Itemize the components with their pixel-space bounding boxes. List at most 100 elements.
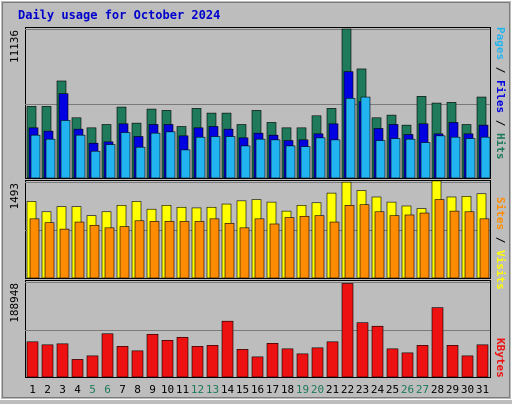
bar-kbytes-day-29 <box>446 345 459 378</box>
bar-sites-day-18 <box>284 217 295 279</box>
x-tick-label: 17 <box>266 383 279 396</box>
x-tick-label: 9 <box>149 383 156 396</box>
y-max-label: 188948 <box>8 283 21 323</box>
bar-pages-day-10 <box>165 131 176 179</box>
bar-pages-day-22 <box>345 98 356 179</box>
x-tick-label: 23 <box>356 383 369 396</box>
x-tick-label: 14 <box>221 383 235 396</box>
chart-legends: Pages / Files / Hits Sites / Visits KBytes <box>494 27 507 378</box>
bar-kbytes-day-24 <box>371 325 384 378</box>
x-tick-label: 13 <box>206 383 219 396</box>
bar-pages-day-30 <box>465 138 476 179</box>
bar-sites-day-13 <box>209 218 220 279</box>
bar-pages-day-21 <box>330 139 341 179</box>
bar-kbytes-day-14 <box>221 320 234 378</box>
bar-kbytes-day-30 <box>461 355 474 378</box>
bar-sites-day-22 <box>344 205 355 279</box>
bar-sites-day-29 <box>449 210 460 279</box>
bar-pages-day-7 <box>120 132 131 179</box>
bar-sites-day-19 <box>299 215 310 279</box>
bar-sites-day-14 <box>224 223 235 279</box>
legend-middle-panel: Sites / Visits <box>494 197 507 290</box>
x-tick-label: 1 <box>29 383 36 396</box>
bar-sites-day-26 <box>404 214 415 279</box>
bar-pages-day-1 <box>30 134 41 179</box>
x-axis-labels: 1 2 3 4 5 6 7 8 9 10 11 12 13 14 15 16 17 18 19 20 21 22 23 24 2… <box>29 383 489 396</box>
bar-kbytes-day-20 <box>311 347 324 378</box>
bar-pages-day-31 <box>480 136 491 179</box>
bar-pages-day-13 <box>210 136 221 179</box>
bar-kbytes-day-13 <box>206 345 219 378</box>
x-tick-label: 10 <box>161 383 174 396</box>
bar-pages-day-27 <box>420 142 431 179</box>
legend-separator: / <box>494 60 507 80</box>
bar-kbytes-day-15 <box>236 349 249 378</box>
bar-kbytes-day-23 <box>356 322 369 378</box>
bar-kbytes-day-22 <box>341 283 354 378</box>
bar-sites-day-28 <box>434 199 445 279</box>
legend-hits: Hits <box>494 133 507 160</box>
legend-bottom-panel: KBytes <box>494 338 507 378</box>
x-tick-label: 29 <box>446 383 459 396</box>
x-tick-label: 28 <box>431 383 444 396</box>
bar-pages-day-23 <box>360 96 371 179</box>
bar-kbytes-day-8 <box>131 350 144 378</box>
bar-sites-day-7 <box>119 226 130 279</box>
legend-visits: Visits <box>494 250 507 290</box>
bar-kbytes-day-16 <box>251 356 264 378</box>
legend-sites: Sites <box>494 197 507 230</box>
bar-pages-day-19 <box>300 146 311 179</box>
bar-sites-day-4 <box>74 221 85 279</box>
x-tick-label: 25 <box>386 383 399 396</box>
bar-sites-day-2 <box>44 222 55 279</box>
x-tick-label: 18 <box>281 383 294 396</box>
bar-pages-day-12 <box>195 136 206 179</box>
bar-kbytes-day-4 <box>71 359 84 378</box>
bar-pages-day-3 <box>60 120 71 179</box>
bar-sites-day-8 <box>134 220 145 279</box>
x-tick-label: 21 <box>326 383 339 396</box>
x-tick-label: 22 <box>341 383 354 396</box>
bar-kbytes-day-31 <box>476 344 489 378</box>
bar-kbytes-day-6 <box>101 333 114 378</box>
bar-kbytes-day-7 <box>116 346 129 378</box>
bar-kbytes-day-11 <box>176 336 189 378</box>
bar-kbytes-day-1 <box>26 341 39 378</box>
bar-sites-day-17 <box>269 223 280 279</box>
bar-pages-day-9 <box>150 132 161 179</box>
bar-pages-day-26 <box>405 138 416 179</box>
bar-pages-day-15 <box>240 145 251 179</box>
x-tick-label: 12 <box>191 383 204 396</box>
x-tick-label: 2 <box>44 383 51 396</box>
bar-kbytes-day-19 <box>296 353 309 378</box>
bar-kbytes-day-28 <box>431 307 444 378</box>
y-max-label: 11136 <box>8 30 21 63</box>
bar-pages-day-14 <box>225 136 236 179</box>
bar-sites-day-15 <box>239 227 250 279</box>
bar-sites-day-5 <box>89 224 100 279</box>
bar-sites-day-24 <box>374 211 385 279</box>
x-tick-label: 19 <box>296 383 309 396</box>
x-tick-label: 24 <box>371 383 385 396</box>
bar-kbytes-day-12 <box>191 346 204 378</box>
bar-kbytes-day-25 <box>386 348 399 378</box>
bar-pages-day-4 <box>75 134 86 179</box>
chart-title: Daily usage for October 2024 <box>18 8 220 22</box>
bar-sites-day-31 <box>479 218 490 279</box>
x-tick-label: 27 <box>416 383 429 396</box>
bar-sites-day-6 <box>104 227 115 279</box>
bar-pages-day-8 <box>135 146 146 179</box>
legend-separator: / <box>494 113 507 133</box>
bar-pages-day-6 <box>105 144 116 179</box>
bar-kbytes-day-9 <box>146 333 159 378</box>
bar-pages-day-5 <box>90 150 101 179</box>
panel-hits-files-pages: 11136 <box>8 27 491 179</box>
bar-sites-day-1 <box>29 218 40 279</box>
bar-sites-day-10 <box>164 221 175 279</box>
x-tick-label: 7 <box>119 383 126 396</box>
bar-pages-day-17 <box>270 139 281 179</box>
x-tick-label: 11 <box>176 383 189 396</box>
bar-sites-day-30 <box>464 211 475 279</box>
